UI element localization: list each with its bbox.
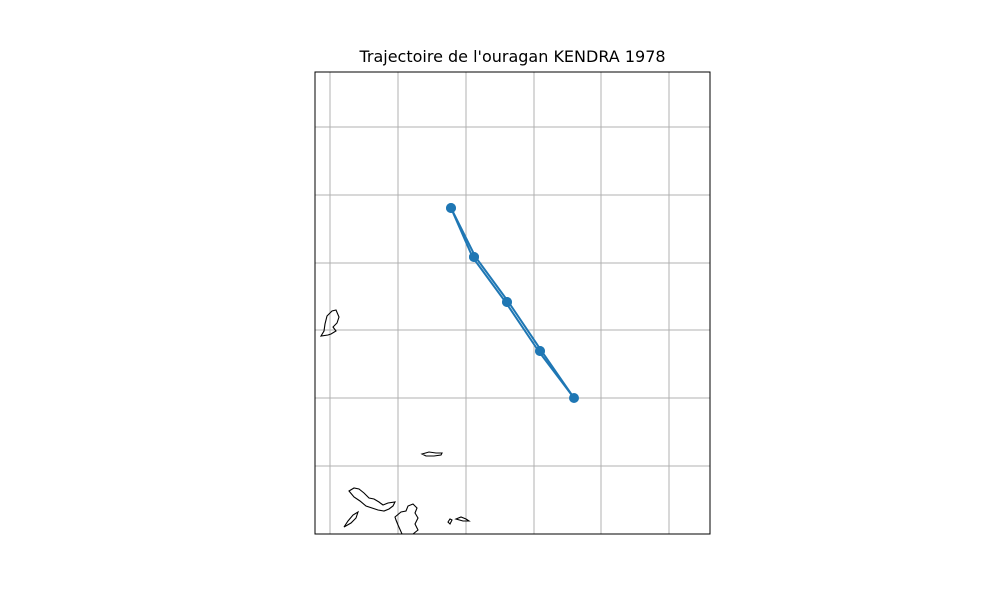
map-title: Trajectoire de l'ouragan KENDRA 1978 xyxy=(359,47,666,66)
gridlines xyxy=(315,72,710,534)
track-line-outbound xyxy=(450,207,575,399)
coastline-island-cluster xyxy=(348,487,396,512)
hurricane-track xyxy=(446,203,579,403)
track-point-icon xyxy=(535,346,545,356)
coastline-island-west xyxy=(319,309,340,337)
coastline-island-south xyxy=(394,503,419,535)
coastlines xyxy=(319,309,471,535)
track-point-icon xyxy=(469,252,479,262)
coastline-island-sliver xyxy=(454,516,471,522)
track-line-return xyxy=(450,207,575,399)
coastline-island-tiny xyxy=(447,518,453,525)
track-point-icon xyxy=(502,297,512,307)
track-point-icon xyxy=(446,203,456,213)
coastline-island-small-bar xyxy=(420,451,443,457)
map-frame xyxy=(314,71,711,535)
coastline-island-tail xyxy=(343,510,359,528)
track-point-icon xyxy=(569,393,579,403)
